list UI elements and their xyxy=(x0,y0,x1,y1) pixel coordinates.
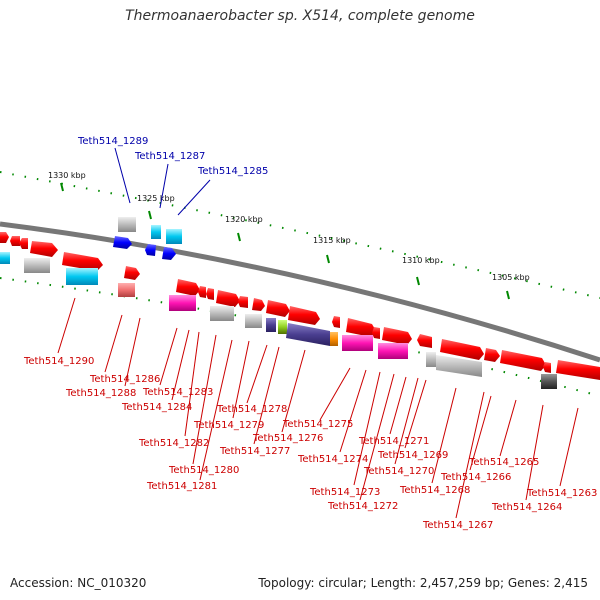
gene-feature[interactable] xyxy=(0,252,10,264)
genome-stats-text: Topology: circular; Length: 2,457,259 bp… xyxy=(258,576,588,590)
gene-feature[interactable] xyxy=(288,306,320,325)
kbp-label: 1310 kbp xyxy=(402,256,440,265)
gene-feature[interactable] xyxy=(169,295,196,311)
gene-features-forward xyxy=(0,232,600,380)
kbp-label: 1320 kbp xyxy=(225,215,263,224)
gene-feature[interactable] xyxy=(266,318,276,332)
gene-feature[interactable] xyxy=(346,318,376,337)
gene-label[interactable]: Teth514_1280 xyxy=(168,465,239,476)
gene-feature[interactable] xyxy=(541,374,557,389)
gene-label[interactable]: Teth514_1288 xyxy=(65,388,136,399)
gene-feature[interactable] xyxy=(330,332,338,346)
gene-label[interactable]: Teth514_1287 xyxy=(134,151,205,162)
gene-feature[interactable] xyxy=(66,268,98,285)
blue-leader-lines xyxy=(114,147,211,216)
gene-label[interactable]: Teth514_1276 xyxy=(252,433,323,444)
gene-feature[interactable] xyxy=(543,362,551,373)
gene-feature[interactable] xyxy=(124,266,140,280)
gene-label[interactable]: Teth514_1267 xyxy=(422,520,493,531)
gene-feature[interactable] xyxy=(500,350,546,371)
gene-feature[interactable] xyxy=(372,327,380,339)
gene-feature[interactable] xyxy=(151,225,161,239)
gene-label[interactable]: Teth514_1268 xyxy=(399,485,470,496)
page-title: Thermoanaerobacter sp. X514, complete ge… xyxy=(125,8,475,24)
gene-feature[interactable] xyxy=(166,229,182,244)
gene-label[interactable]: Teth514_1289 xyxy=(77,136,148,147)
gene-feature[interactable] xyxy=(342,335,373,351)
gene-label[interactable]: Teth514_1290 xyxy=(23,356,94,367)
major-ticks xyxy=(60,182,510,300)
gene-label[interactable]: Teth514_1283 xyxy=(142,387,213,398)
gene-feature[interactable] xyxy=(417,334,432,348)
gene-feature[interactable] xyxy=(162,247,176,260)
gene-label[interactable]: Teth514_1263 xyxy=(526,488,597,499)
gene-feature[interactable] xyxy=(436,355,482,377)
inner-dotted-ring xyxy=(0,277,600,397)
gene-feature[interactable] xyxy=(484,348,500,362)
gene-label[interactable]: Teth514_1275 xyxy=(282,419,353,430)
gene-label[interactable]: Teth514_1269 xyxy=(377,450,448,461)
gene-feature[interactable] xyxy=(30,241,58,257)
gene-feature[interactable] xyxy=(19,238,28,249)
gene-feature[interactable] xyxy=(378,343,408,359)
gene-feature[interactable] xyxy=(24,258,50,273)
red-leader-lines xyxy=(57,297,579,519)
gene-feature[interactable] xyxy=(238,296,248,308)
kbp-label: 1325 kbp xyxy=(137,194,175,203)
gene-label[interactable]: Teth514_1286 xyxy=(89,374,160,385)
genome-backbone xyxy=(0,221,600,363)
kbp-label: 1330 kbp xyxy=(48,171,86,180)
gene-label[interactable]: Teth514_1282 xyxy=(138,438,209,449)
gene-feature[interactable] xyxy=(145,244,156,256)
gene-feature[interactable] xyxy=(0,232,9,243)
gene-feature[interactable] xyxy=(176,279,200,296)
gene-label[interactable]: Teth514_1278 xyxy=(216,404,287,415)
gene-feature[interactable] xyxy=(118,283,135,297)
kbp-label: 1305 kbp xyxy=(492,273,530,282)
gene-feature[interactable] xyxy=(118,217,136,232)
gene-label[interactable]: Teth514_1279 xyxy=(193,420,264,431)
gene-feature[interactable] xyxy=(266,300,290,317)
kbp-label: 1315 kbp xyxy=(313,236,351,245)
gene-feature[interactable] xyxy=(245,314,262,328)
gene-feature[interactable] xyxy=(556,360,600,380)
gene-feature[interactable] xyxy=(62,252,103,271)
gene-feature[interactable] xyxy=(286,323,330,346)
gene-label[interactable]: Teth514_1272 xyxy=(327,501,398,512)
gene-label[interactable]: Teth514_1273 xyxy=(309,487,380,498)
gene-label[interactable]: Teth514_1285 xyxy=(197,166,268,177)
gene-feature[interactable] xyxy=(216,290,240,307)
gene-feature[interactable] xyxy=(198,286,206,298)
gene-label[interactable]: Teth514_1264 xyxy=(491,502,562,513)
accession-text: Accession: NC_010320 xyxy=(10,576,147,590)
gene-label[interactable]: Teth514_1274 xyxy=(297,454,368,465)
gene-features-other xyxy=(0,217,557,389)
gene-label[interactable]: Teth514_1266 xyxy=(440,472,511,483)
gene-feature[interactable] xyxy=(440,339,484,360)
gene-feature[interactable] xyxy=(206,288,214,300)
gene-feature[interactable] xyxy=(278,320,287,334)
gene-feature[interactable] xyxy=(382,327,412,345)
gene-feature[interactable] xyxy=(252,298,265,311)
gene-label[interactable]: Teth514_1284 xyxy=(121,402,192,413)
gene-feature[interactable] xyxy=(332,316,340,328)
gene-feature[interactable] xyxy=(10,236,20,246)
gene-label[interactable]: Teth514_1270 xyxy=(363,466,434,477)
gene-feature[interactable] xyxy=(426,352,436,367)
gene-feature[interactable] xyxy=(113,236,132,249)
gene-label[interactable]: Teth514_1277 xyxy=(219,446,290,457)
gene-feature[interactable] xyxy=(210,306,234,321)
gene-label[interactable]: Teth514_1265 xyxy=(468,457,539,468)
gene-label[interactable]: Teth514_1281 xyxy=(146,481,217,492)
gene-label[interactable]: Teth514_1271 xyxy=(358,436,429,447)
